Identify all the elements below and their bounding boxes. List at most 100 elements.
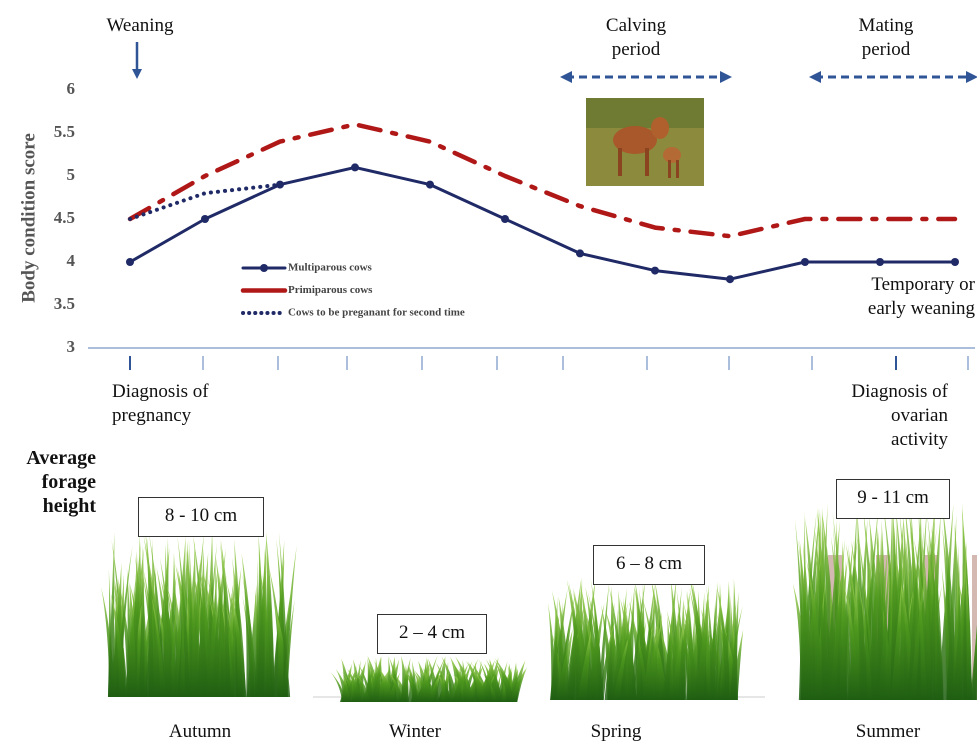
blade	[196, 548, 206, 697]
blade	[833, 524, 841, 700]
blade	[662, 601, 675, 700]
blade	[440, 673, 446, 702]
blade	[107, 531, 115, 697]
blade	[509, 669, 526, 702]
blade	[399, 665, 409, 702]
legend-label: Primiparous cows	[288, 284, 373, 296]
blade	[844, 586, 860, 700]
blade	[723, 586, 729, 700]
point	[576, 249, 584, 258]
blade	[931, 525, 944, 700]
blade	[347, 668, 362, 702]
blade	[494, 658, 515, 702]
y-tick-label: 4.5	[54, 208, 75, 227]
blade	[916, 570, 927, 700]
blade	[694, 598, 710, 700]
legend-label: Cows to be preganant for second time	[288, 307, 465, 319]
blade	[830, 553, 845, 700]
blade	[246, 584, 257, 697]
blade	[611, 602, 629, 700]
series-line	[128, 182, 282, 221]
point	[726, 275, 734, 284]
blade	[551, 597, 558, 700]
annotation: Diagnosis of pregnancy	[112, 381, 209, 426]
blade	[814, 525, 827, 700]
blade	[282, 598, 295, 697]
season-label: Summer	[855, 721, 921, 742]
grass	[101, 530, 297, 697]
blade	[670, 622, 684, 700]
blade	[496, 661, 508, 702]
blade	[257, 533, 265, 697]
blade	[922, 539, 932, 700]
blade	[630, 576, 647, 700]
y-tick-label: 4	[67, 251, 76, 270]
annotation: Diagnosis of ovarian activity	[851, 381, 948, 450]
blade	[581, 591, 593, 700]
grass	[792, 500, 977, 700]
x-axis-ticks	[129, 356, 969, 370]
blade	[709, 594, 722, 700]
blade	[566, 577, 582, 700]
blade	[907, 513, 922, 700]
blade	[729, 591, 739, 700]
blade	[366, 657, 373, 702]
blade	[850, 539, 868, 700]
height-label: 9 - 11 cm	[836, 479, 950, 519]
blade	[156, 566, 173, 697]
blade	[177, 535, 190, 697]
season-label: Spring	[590, 721, 642, 742]
legend-label: Multiparous cows	[288, 262, 373, 274]
blade	[867, 530, 880, 700]
blade	[167, 586, 178, 697]
y-tick-label: 5.5	[54, 122, 75, 141]
stalk	[972, 555, 977, 700]
blade	[957, 543, 962, 700]
blade	[587, 591, 604, 700]
blade	[341, 675, 350, 702]
blade	[371, 656, 382, 702]
annotation: Temporary or early weaning	[867, 274, 975, 319]
blade	[910, 562, 927, 700]
blade	[577, 630, 591, 700]
blade	[878, 551, 891, 700]
blade	[206, 566, 218, 697]
point	[876, 258, 884, 266]
blade	[566, 579, 584, 700]
blade	[613, 629, 631, 700]
annotation: Weaning	[106, 15, 174, 36]
blade	[858, 583, 873, 700]
blade	[230, 593, 247, 697]
blade	[215, 555, 230, 697]
blade	[825, 520, 840, 700]
blade	[355, 672, 371, 702]
legend-marker	[260, 264, 268, 272]
blade	[643, 619, 663, 700]
point	[126, 258, 134, 266]
point	[951, 258, 959, 266]
point	[501, 215, 509, 223]
blade	[423, 667, 432, 702]
blade	[458, 666, 468, 702]
y-tick-label: 5	[67, 165, 76, 184]
point	[201, 215, 209, 223]
blade	[454, 665, 461, 702]
forage-title: Average forage height	[26, 447, 96, 517]
series-line	[128, 165, 957, 281]
blade	[110, 593, 127, 697]
blade	[632, 617, 649, 700]
blade	[471, 668, 487, 702]
blade	[970, 628, 977, 700]
point	[276, 180, 284, 189]
blade	[411, 660, 418, 702]
series-line	[127, 122, 958, 239]
blade	[388, 672, 404, 702]
season-label: Winter	[389, 721, 441, 742]
blade	[839, 558, 846, 700]
blade	[330, 672, 347, 702]
blade	[587, 603, 605, 700]
blade	[806, 558, 824, 700]
cow-photo	[586, 98, 704, 186]
y-tick-label: 3	[67, 337, 76, 356]
